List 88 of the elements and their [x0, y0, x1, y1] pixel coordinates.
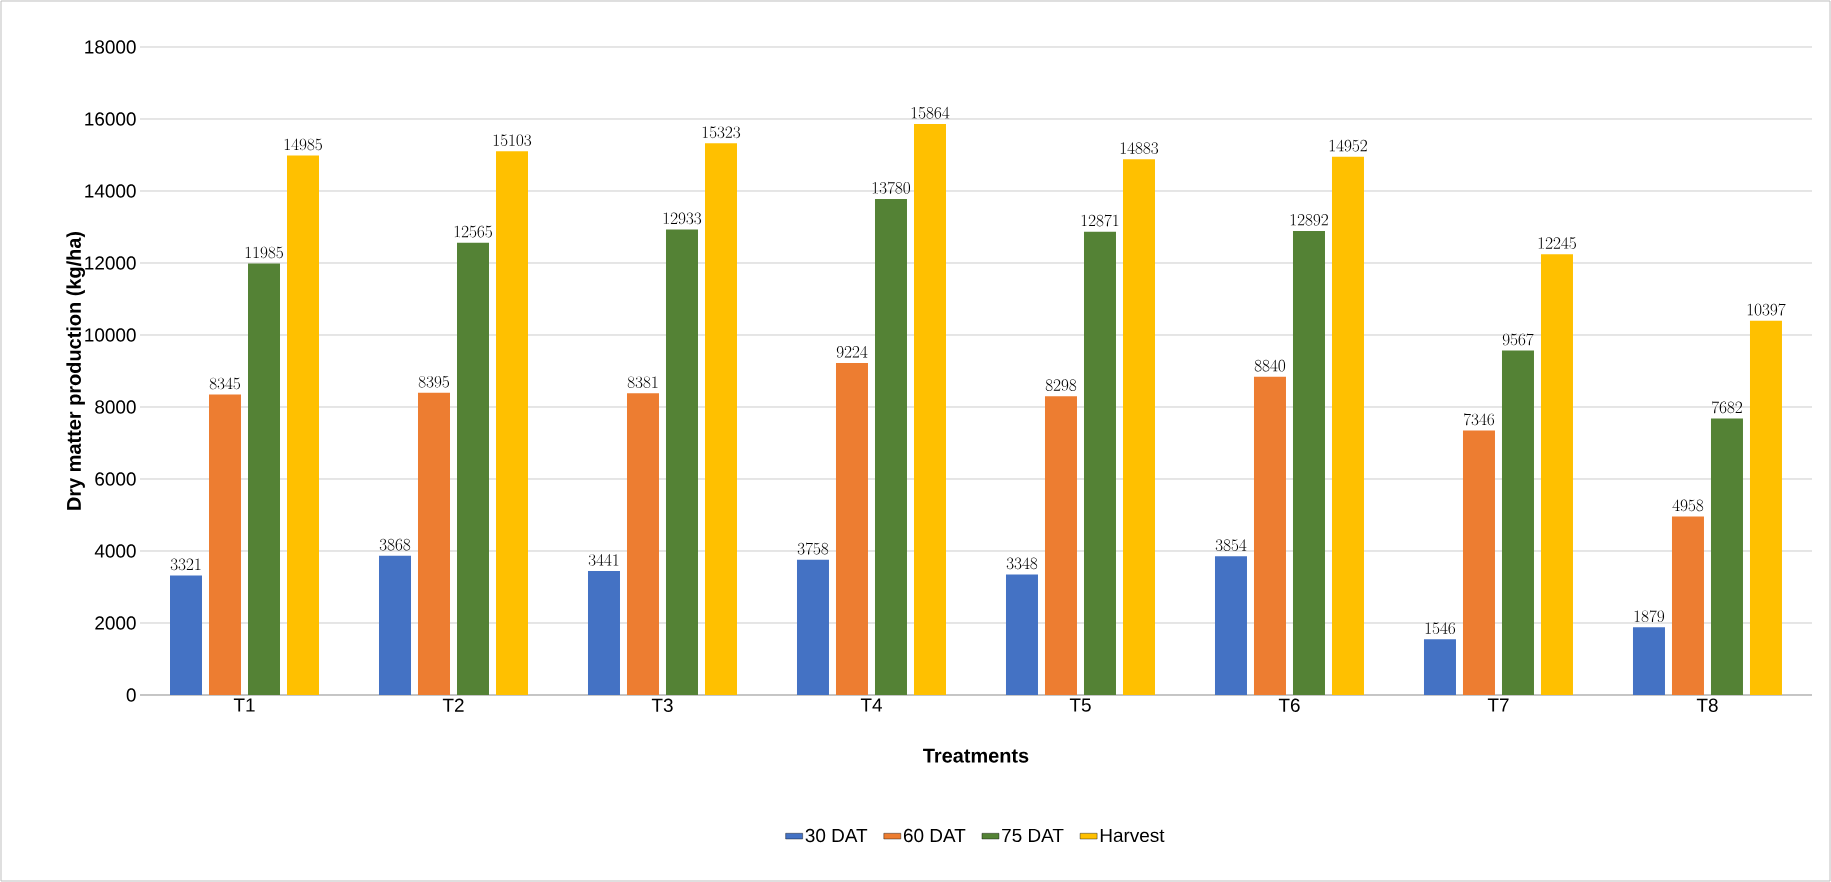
bar	[1331, 156, 1364, 695]
x-tick-label: T6	[1278, 698, 1300, 712]
y-axis-title: Dry matter production (kg/ha)	[66, 231, 85, 510]
data-label: 12933	[663, 212, 702, 225]
bar	[1253, 376, 1286, 695]
data-label: 8395	[418, 375, 450, 388]
x-tick-label: T8	[1696, 698, 1718, 712]
bar	[1632, 627, 1665, 695]
bar	[1540, 254, 1573, 695]
y-tick-label: 8000	[95, 400, 136, 414]
bar	[796, 559, 829, 695]
bar	[1423, 639, 1456, 695]
bar	[1214, 556, 1247, 695]
bar	[379, 555, 411, 695]
y-tick-label: 12000	[85, 256, 136, 270]
data-label: 14883	[1120, 142, 1159, 154]
bar	[287, 155, 319, 695]
bar	[209, 394, 241, 695]
bar	[1462, 430, 1495, 695]
data-label: 8840	[1254, 359, 1286, 372]
y-tick-label: 14000	[85, 184, 136, 198]
bar	[1501, 350, 1534, 695]
bar	[913, 123, 946, 695]
y-tick-label: 0	[126, 688, 136, 702]
legend-label: 60 DAT	[903, 828, 966, 843]
data-label: 15864	[911, 106, 950, 119]
legend-label: 30 DAT	[805, 828, 868, 843]
data-label: 12245	[1538, 237, 1576, 249]
data-label: 14952	[1329, 139, 1367, 152]
y-tick-label: 18000	[85, 40, 136, 54]
legend-label: Harvest	[1100, 828, 1165, 843]
bar	[704, 143, 737, 695]
bar	[665, 229, 698, 695]
bar	[1292, 230, 1325, 695]
bar	[587, 571, 620, 695]
bar	[457, 242, 489, 695]
x-axis-title: Treatments	[923, 748, 1029, 763]
x-tick-label: T4	[860, 698, 882, 712]
data-label: 12892	[1290, 213, 1328, 226]
data-label: 8298	[1045, 379, 1077, 392]
data-label: 4958	[1672, 499, 1704, 512]
data-label: 3854	[1215, 539, 1247, 552]
data-label: 8345	[209, 377, 241, 390]
data-label: 15323	[702, 126, 741, 139]
x-tick-label: T3	[651, 698, 673, 712]
bar	[1083, 231, 1116, 695]
bar	[248, 263, 280, 695]
y-tick-label: 2000	[95, 616, 136, 630]
x-tick-label: T5	[1069, 698, 1091, 712]
x-tick-label: T7	[1487, 698, 1509, 712]
bar	[1044, 396, 1077, 695]
bar	[1749, 320, 1782, 695]
data-label: 8381	[627, 376, 658, 389]
bar	[1005, 574, 1038, 695]
data-label: 1546	[1425, 622, 1456, 635]
data-label: 3321	[170, 558, 201, 571]
data-label: 1879	[1634, 610, 1665, 623]
x-tick-label: T1	[233, 698, 255, 712]
data-label: 7346	[1463, 413, 1495, 426]
data-label: 12565	[454, 225, 492, 238]
y-tick-label: 6000	[95, 472, 136, 486]
y-tick-label: 16000	[85, 112, 136, 126]
data-label: 9224	[836, 345, 868, 358]
data-label: 11985	[245, 246, 283, 259]
bar	[1122, 159, 1155, 695]
data-label: 3758	[797, 542, 829, 555]
bar	[496, 151, 528, 695]
data-label: 3868	[379, 538, 411, 551]
bar	[835, 362, 868, 695]
data-label: 14985	[284, 138, 322, 151]
x-tick-label: T2	[442, 698, 464, 712]
data-label: 9567	[1502, 333, 1534, 346]
data-label: 3441	[588, 554, 619, 566]
y-tick-label: 10000	[85, 328, 136, 342]
bar	[170, 575, 202, 695]
data-label: 7682	[1711, 401, 1743, 414]
data-label: 13780	[872, 181, 911, 194]
bar	[874, 198, 907, 695]
legend-label: 75 DAT	[1002, 828, 1064, 843]
bar	[418, 392, 450, 695]
data-label: 15103	[493, 134, 532, 147]
data-label: 10397	[1747, 303, 1786, 316]
data-label: 3348	[1006, 557, 1038, 570]
bar	[626, 393, 659, 695]
data-label: 12871	[1081, 214, 1119, 227]
bar	[1710, 418, 1743, 695]
y-tick-label: 4000	[94, 544, 136, 558]
bar	[1671, 516, 1704, 695]
